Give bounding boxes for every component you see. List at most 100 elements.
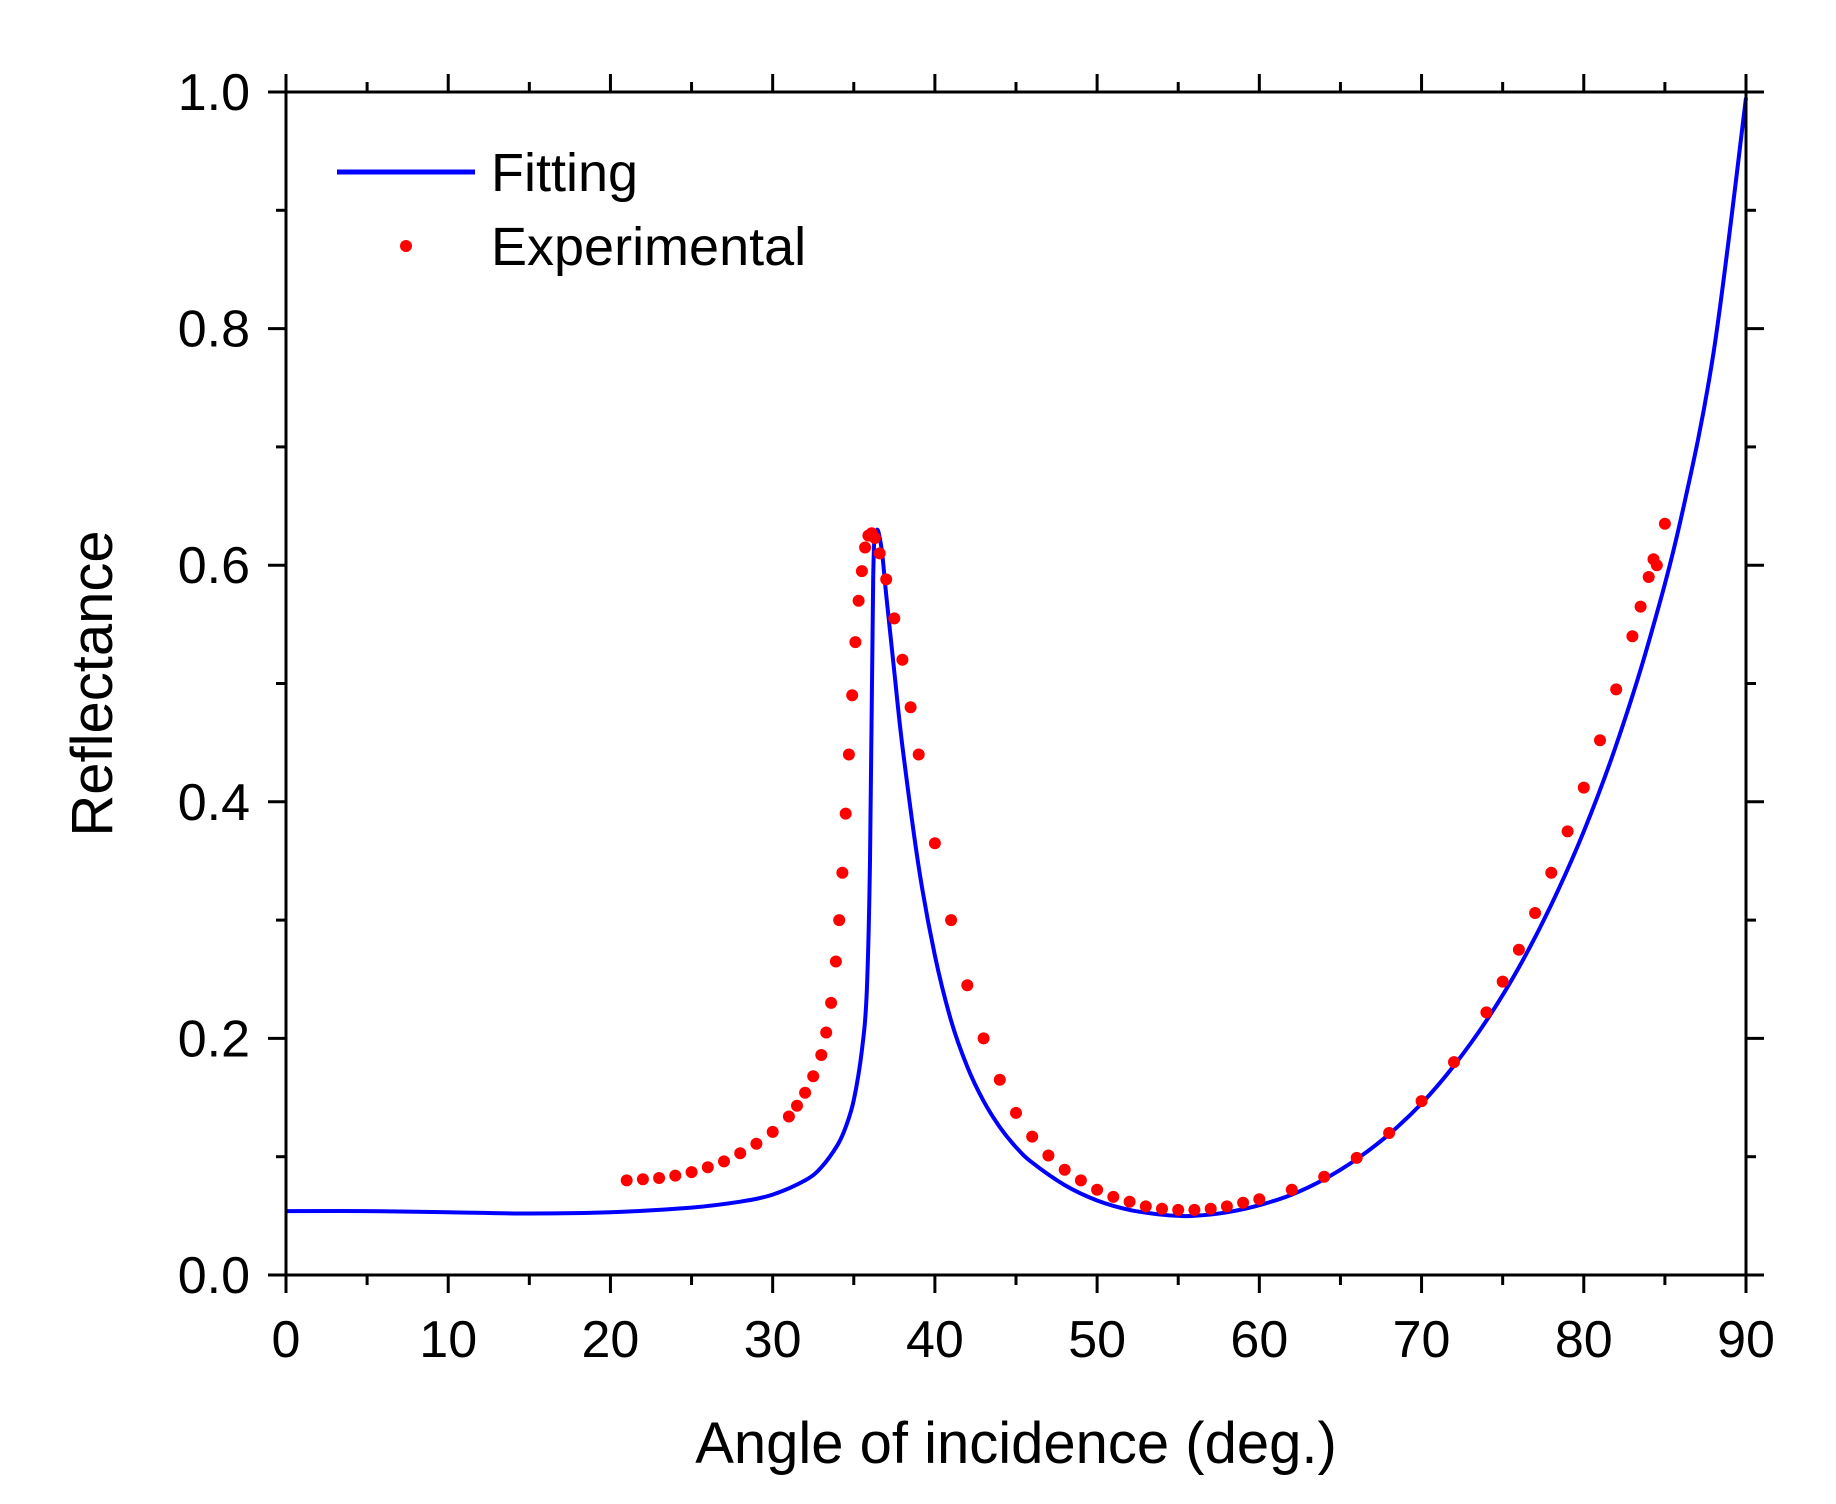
y-axis-title: Reflectance [60, 530, 125, 836]
experimental-point [977, 1032, 990, 1045]
legend-experimental-label: Experimental [491, 217, 806, 277]
experimental-point [852, 594, 865, 607]
experimental-point [880, 573, 893, 586]
experimental-point [1042, 1149, 1055, 1162]
x-tick-label: 40 [906, 1311, 964, 1369]
experimental-point [1220, 1200, 1233, 1213]
x-tick-label: 50 [1068, 1311, 1126, 1369]
experimental-point [1529, 907, 1542, 919]
experimental-series [620, 517, 1671, 1216]
x-tick-label: 20 [582, 1311, 640, 1369]
x-tick-label: 0 [272, 1311, 301, 1369]
experimental-point [1026, 1130, 1039, 1143]
experimental-point [1594, 734, 1606, 747]
experimental-point [842, 748, 855, 761]
legend-experimental-marker [400, 240, 412, 252]
experimental-point [1480, 1006, 1493, 1019]
experimental-point [1626, 630, 1639, 643]
x-tick-label: 70 [1393, 1311, 1451, 1369]
experimental-point [849, 636, 862, 649]
experimental-point [896, 653, 909, 666]
experimental-point [1010, 1106, 1022, 1119]
experimental-point [1610, 683, 1623, 696]
experimental-point [1496, 975, 1509, 988]
experimental-point [855, 565, 868, 578]
experimental-point [685, 1166, 698, 1179]
fitting-series [285, 97, 1748, 1219]
experimental-point [807, 1070, 820, 1083]
experimental-point [1318, 1170, 1331, 1183]
experimental-point [1545, 866, 1558, 879]
experimental-point [1642, 571, 1655, 583]
y-tick-label: 0.4 [178, 774, 250, 832]
experimental-point [839, 807, 852, 820]
x-tick-label: 80 [1555, 1311, 1613, 1369]
experimental-point [1107, 1190, 1120, 1203]
experimental-point [1237, 1196, 1250, 1209]
experimental-point [1172, 1203, 1185, 1216]
experimental-point [1448, 1056, 1460, 1069]
experimental-point [1156, 1202, 1168, 1215]
experimental-point [1350, 1151, 1363, 1164]
experimental-point [815, 1049, 828, 1061]
experimental-point [669, 1169, 682, 1182]
experimental-point [829, 955, 842, 968]
x-axis-title: Angle of incidence (deg.) [695, 1411, 1337, 1476]
experimental-point [1415, 1095, 1428, 1108]
experimental-point [1123, 1195, 1136, 1208]
experimental-point [701, 1161, 714, 1174]
experimental-point [836, 866, 849, 879]
experimental-point [1091, 1183, 1104, 1196]
x-tick-label: 10 [419, 1311, 477, 1369]
experimental-point [993, 1073, 1006, 1086]
experimental-point [846, 689, 859, 702]
y-tick-label: 1.0 [178, 64, 250, 122]
experimental-point [912, 748, 925, 761]
experimental-point [1058, 1163, 1071, 1176]
experimental-point [833, 914, 846, 927]
legend: Fitting Experimental [337, 143, 806, 277]
experimental-point [718, 1155, 730, 1168]
x-tick-label: 90 [1717, 1311, 1775, 1369]
experimental-point [1188, 1203, 1201, 1216]
experimental-point [750, 1137, 763, 1150]
experimental-point [766, 1125, 779, 1138]
experimental-point [961, 979, 974, 992]
experimental-point [1658, 517, 1671, 530]
x-tick-label: 30 [744, 1311, 802, 1369]
experimental-point [782, 1110, 795, 1123]
experimental-point [1650, 559, 1663, 572]
axis-ticks: 0 10 20 30 40 50 60 70 80 90 0.0 0.2 0.4 0.6 0.8 1.0 [178, 64, 1775, 1369]
experimental-point [1253, 1193, 1266, 1206]
experimental-point [791, 1099, 803, 1112]
y-tick-label: 0.2 [178, 1010, 250, 1068]
experimental-point [928, 837, 941, 850]
y-tick-label: 0.6 [178, 537, 250, 595]
x-tick-label: 60 [1230, 1311, 1288, 1369]
experimental-point [1204, 1202, 1217, 1215]
experimental-point [820, 1026, 833, 1039]
experimental-point [799, 1086, 812, 1099]
experimental-point [1561, 825, 1574, 838]
experimental-point [653, 1172, 666, 1184]
experimental-point [868, 532, 881, 544]
experimental-point [734, 1147, 747, 1160]
fitting-curve [285, 97, 1748, 1219]
experimental-point [1577, 781, 1590, 794]
experimental-point [1512, 943, 1525, 956]
experimental-point [825, 996, 838, 1009]
experimental-point [1139, 1200, 1152, 1213]
experimental-point [620, 1174, 633, 1187]
experimental-point [859, 541, 872, 554]
experimental-point [904, 701, 917, 714]
legend-fitting-label: Fitting [491, 143, 638, 203]
experimental-point [888, 612, 901, 625]
y-tick-label: 0.0 [178, 1247, 250, 1305]
experimental-point [1285, 1183, 1298, 1196]
experimental-point [1074, 1174, 1087, 1187]
experimental-point [1383, 1127, 1396, 1139]
y-tick-label: 0.8 [178, 301, 250, 359]
experimental-point [1634, 600, 1647, 613]
experimental-point [873, 547, 886, 560]
